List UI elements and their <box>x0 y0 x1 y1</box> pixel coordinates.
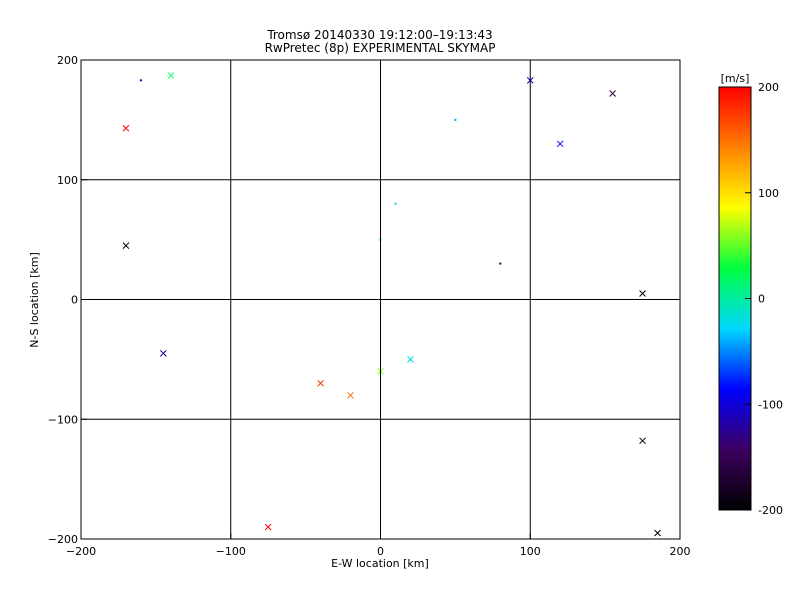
x-tick-label: −100 <box>216 545 246 558</box>
data-point-dot <box>499 262 502 265</box>
grid-lines <box>81 60 680 539</box>
data-point-cross <box>609 90 616 97</box>
colorbar-tick-label: 200 <box>758 81 779 94</box>
data-point-dot <box>139 79 142 82</box>
cross-stroke <box>639 290 646 297</box>
y-axis-label: N-S location [km] <box>28 252 41 348</box>
x-tick-label: −200 <box>66 545 96 558</box>
y-tick-label: 100 <box>57 174 78 187</box>
cross-stroke <box>347 391 354 399</box>
cross-stroke <box>160 350 167 357</box>
cross-stroke <box>556 140 564 148</box>
data-point-cross <box>122 124 130 132</box>
colorbar-ticks: 200 100 0 -100 -200 <box>745 81 783 517</box>
data-point-dot <box>394 202 397 205</box>
data-point-cross <box>317 379 324 387</box>
scatter-points <box>122 72 661 537</box>
data-point-cross <box>654 529 661 537</box>
x-tick-label: 200 <box>670 545 691 558</box>
cross-stroke <box>609 90 616 97</box>
cross-stroke <box>407 356 414 363</box>
data-point-cross <box>347 391 354 399</box>
colorbar-tick-label: -200 <box>758 504 783 517</box>
data-point-cross <box>167 72 175 79</box>
colorbar-label: [m/s] <box>721 72 750 85</box>
y-tick-label: 0 <box>71 294 78 307</box>
data-point-cross <box>639 437 646 445</box>
cross-stroke <box>167 72 175 79</box>
data-point-cross <box>122 242 130 249</box>
cross-stroke <box>264 523 272 531</box>
x-tick-label: 0 <box>377 545 384 558</box>
colorbar-tick-label: -100 <box>758 398 783 411</box>
y-tick-label: 200 <box>57 54 78 67</box>
colorbar-tick-label: 100 <box>758 187 779 200</box>
cross-stroke <box>654 529 661 537</box>
data-point-cross <box>160 350 167 357</box>
data-point-cross <box>556 140 564 148</box>
cross-stroke <box>122 242 130 249</box>
colorbar-tick-label: 0 <box>758 293 765 306</box>
data-point-dot <box>454 118 457 121</box>
y-tick-label: −100 <box>48 413 78 426</box>
x-axis-label: E-W location [km] <box>331 557 429 570</box>
data-point-cross <box>264 523 272 531</box>
cross-stroke <box>122 124 130 132</box>
cross-stroke <box>317 379 324 387</box>
cross-stroke <box>639 437 646 445</box>
x-axis-ticks: −200 −100 0 100 200 <box>66 533 691 558</box>
data-point-cross <box>407 356 414 363</box>
y-tick-label: −200 <box>48 533 78 546</box>
chart-title: Tromsø 20140330 19:12:00–19:13:43 <box>266 28 492 42</box>
chart-subtitle: RwPretec (8p) EXPERIMENTAL SKYMAP <box>265 41 496 55</box>
y-axis-ticks: −200 −100 0 100 200 <box>48 54 87 546</box>
data-point-cross <box>639 290 646 297</box>
x-tick-label: 100 <box>520 545 541 558</box>
